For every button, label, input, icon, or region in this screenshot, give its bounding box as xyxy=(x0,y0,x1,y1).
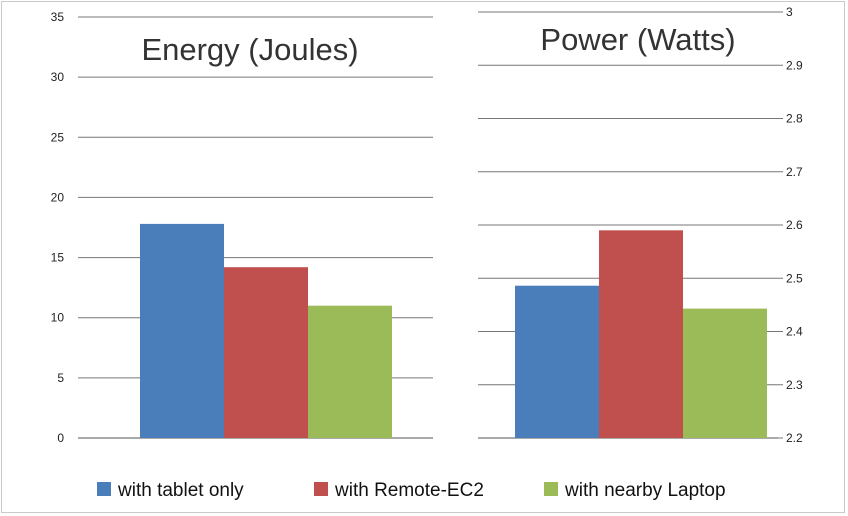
energy-bar-tablet-only xyxy=(140,223,224,438)
power-bar-remote-ec2 xyxy=(599,230,683,438)
power-tick-label: 2.8 xyxy=(786,112,803,126)
energy-chart-title: Energy (Joules) xyxy=(141,32,358,67)
energy-tick-label: 5 xyxy=(57,371,64,385)
energy-chart: 0 5 10 15 20 25 30 35 Energy (Joules) xyxy=(51,10,433,445)
power-tick-label: 2.3 xyxy=(786,378,803,392)
energy-tick-label: 30 xyxy=(51,70,65,84)
energy-bars xyxy=(140,223,392,438)
power-tick-label: 2.6 xyxy=(786,218,803,232)
power-chart: 2.2 2.3 2.4 2.5 2.6 2.7 2.8 2.9 3 Power (Watts) xyxy=(478,5,803,445)
legend-label-remote-ec2: with Remote-EC2 xyxy=(334,480,484,501)
energy-tick-label: 0 xyxy=(57,431,64,445)
power-tick-label: 2.4 xyxy=(786,325,803,339)
legend-label-nearby-laptop: with nearby Laptop xyxy=(564,480,726,501)
legend-swatch-tablet-only xyxy=(97,482,111,496)
energy-bar-remote-ec2 xyxy=(224,267,308,438)
energy-tick-label: 10 xyxy=(51,311,65,325)
energy-tick-label: 20 xyxy=(51,190,65,204)
power-tick-label: 2.5 xyxy=(786,271,803,285)
legend-swatch-nearby-laptop xyxy=(544,482,558,496)
energy-y-axis: 0 5 10 15 20 25 30 35 xyxy=(51,10,65,445)
legend-label-tablet-only: with tablet only xyxy=(117,480,244,501)
power-tick-label: 2.9 xyxy=(786,58,803,72)
energy-tick-label: 15 xyxy=(51,251,65,265)
energy-tick-label: 25 xyxy=(51,130,65,144)
power-tick-label: 2.7 xyxy=(786,165,803,179)
power-y-axis: 2.2 2.3 2.4 2.5 2.6 2.7 2.8 2.9 3 xyxy=(786,5,803,445)
power-bar-tablet-only xyxy=(515,285,599,438)
power-tick-label: 2.2 xyxy=(786,431,803,445)
energy-tick-label: 35 xyxy=(51,10,65,24)
power-bars xyxy=(515,230,767,438)
power-tick-label: 3 xyxy=(786,5,793,19)
power-bar-nearby-laptop xyxy=(683,308,767,438)
legend: with tablet only with Remote-EC2 with ne… xyxy=(97,480,726,501)
legend-swatch-remote-ec2 xyxy=(314,482,328,496)
energy-bar-nearby-laptop xyxy=(308,305,392,438)
power-chart-title: Power (Watts) xyxy=(540,22,735,57)
